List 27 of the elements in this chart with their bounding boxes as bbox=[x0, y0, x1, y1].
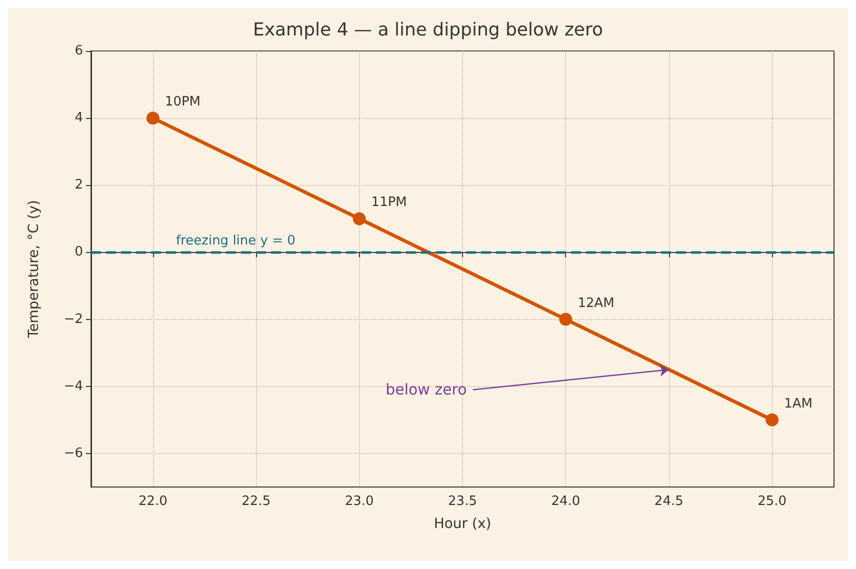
x-tick-label: 22.5 bbox=[242, 494, 271, 509]
point bbox=[766, 413, 779, 426]
point bbox=[559, 312, 572, 326]
y-tick-label: 6 bbox=[74, 44, 83, 58]
annotation: 12AM bbox=[578, 296, 614, 311]
y-tick-label: 2 bbox=[74, 178, 83, 193]
y-tick-label: −6 bbox=[64, 446, 83, 461]
chart-title: Example 4 — a line dipping below zero bbox=[253, 20, 603, 40]
annotation: 11PM bbox=[371, 195, 407, 210]
x-tick-label: 24.0 bbox=[551, 494, 580, 509]
x-tick-label: 24.5 bbox=[654, 494, 684, 509]
x-tick-label: 23.0 bbox=[344, 494, 374, 509]
y-tick-label: −4 bbox=[64, 378, 83, 394]
ref-line-label: freezing line y = 0 bbox=[176, 234, 296, 249]
x-tick-label: 25.0 bbox=[758, 494, 787, 509]
y-tick-label: −2 bbox=[64, 312, 83, 327]
annotation: below zero bbox=[386, 380, 467, 399]
point bbox=[146, 112, 160, 125]
annotation: 10PM bbox=[164, 94, 201, 110]
x-tick-label: 22.0 bbox=[138, 494, 168, 509]
point bbox=[352, 212, 366, 226]
annotation: 1AM bbox=[784, 396, 812, 412]
x-tick-label: 23.5 bbox=[448, 494, 477, 509]
y-tick-label: 0 bbox=[74, 244, 83, 260]
x-axis-title: Hour (x) bbox=[434, 516, 492, 532]
y-tick-label: 4 bbox=[74, 110, 83, 126]
y-axis-title: Temperature, °C (y) bbox=[26, 200, 42, 340]
